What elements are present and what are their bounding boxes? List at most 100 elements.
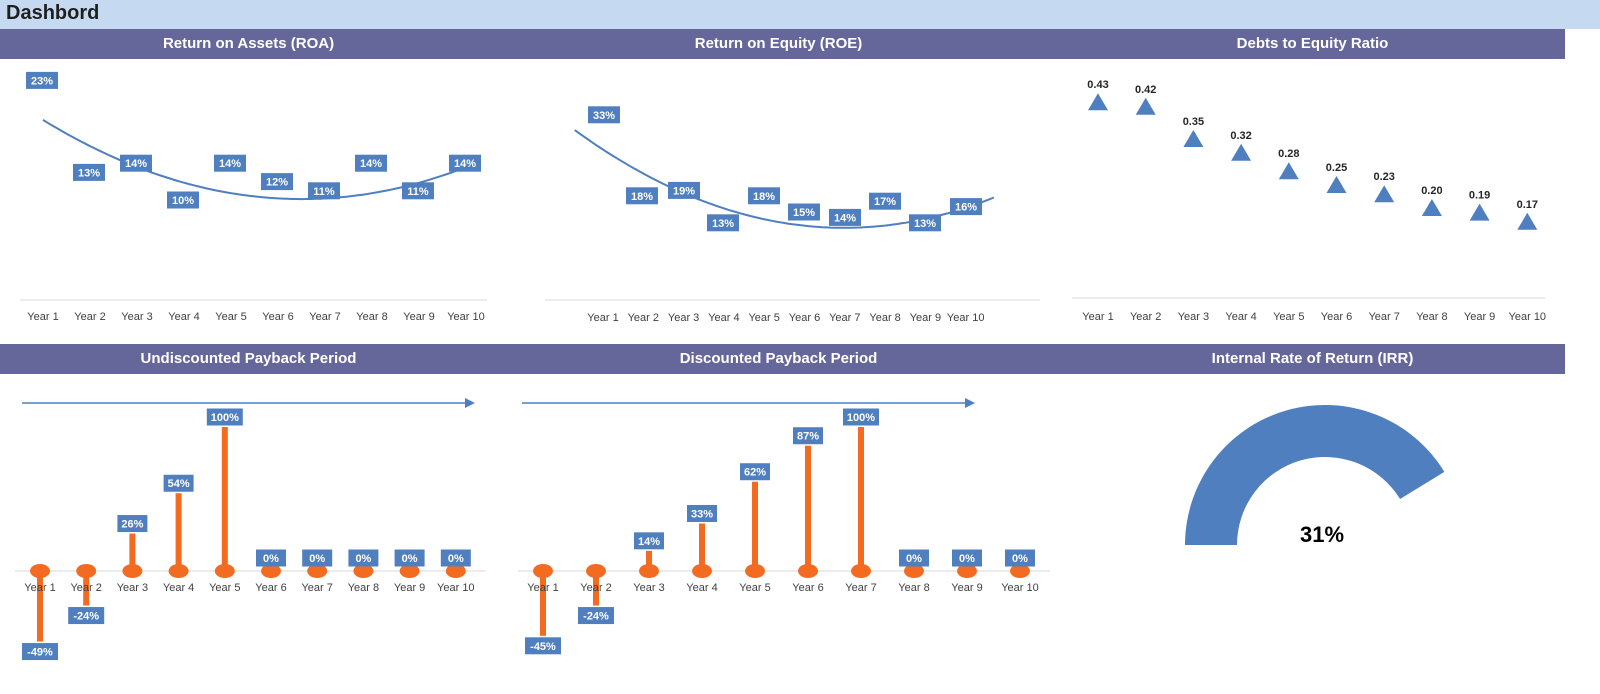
roa-data-label: 23% [31,75,53,87]
upp-tick-label: Year 9 [394,582,425,594]
upp-data-label-box [68,607,105,625]
upp-tick-label: Year 3 [117,582,148,594]
dpp-tick-label: Year 8 [898,582,929,594]
roe-tick-label: Year 1 [587,312,618,324]
roe-tick-label: Year 9 [910,312,941,324]
roe-data-label-box [829,208,861,226]
roe-trendline [574,129,995,229]
roe-data-label-box [668,181,700,199]
irr-chart-title: Internal Rate of Return (IRR) [1060,344,1565,374]
roe-tick-label: Year 10 [947,312,985,324]
roe-data-label-box [869,192,901,210]
dpp-bar [858,427,864,571]
upp-marker [214,564,235,578]
upp-bar [221,427,228,571]
de-tick-label: Year 8 [1416,311,1447,323]
upp-data-label: -24% [73,611,99,623]
roa-trendline [42,119,467,201]
roa-tick-label: Year 1 [27,311,58,323]
dpp-bar [699,523,705,571]
upp-tick-label: Year 6 [255,582,286,594]
upp-data-label-box [256,549,286,567]
roa-data-label: 13% [78,167,100,179]
upp-tick-label: Year 7 [301,582,332,594]
de-marker [1231,143,1252,161]
upp-data-label-box [163,474,194,492]
upp-marker [399,564,420,578]
roa-data-label-box [355,154,387,172]
irr-gauge-arc [1185,405,1445,545]
upp-marker [307,564,328,578]
upp-marker [353,564,374,578]
de-marker [1326,176,1347,193]
de-tick-label: Year 2 [1130,311,1161,323]
de-tick-label: Year 10 [1509,311,1547,323]
dpp-tick-label: Year 6 [792,582,823,594]
roa-data-label-box [449,154,481,172]
roa-data-label: 14% [360,158,382,170]
upp-marker [168,564,189,578]
dpp-marker [904,564,924,578]
dpp-data-label-box [525,637,561,655]
dpp-bar [805,445,811,571]
dpp-data-label-box [899,549,929,567]
upp-marker [261,564,281,578]
upp-data-label: 100% [211,412,239,424]
roe-data-label-box [588,106,620,124]
de-data-label: 0.42 [1135,84,1156,96]
upp-tick-label: Year 2 [70,582,101,594]
upp-tick-label: Year 10 [437,582,475,594]
de-data-label: 0.20 [1421,185,1442,197]
upp-data-label: -49% [27,647,53,659]
roe-tick-label: Year 2 [628,312,659,324]
dpp-data-label-box [952,549,982,567]
dpp-tick-label: Year 7 [845,582,876,594]
upp-data-label: 0% [402,553,418,565]
dpp-data-label-box [1005,549,1035,567]
upp-data-label-box [394,549,425,567]
roe-data-label: 15% [793,207,815,219]
dpp-data-label-box [843,408,879,426]
dpp-data-label: 100% [847,412,875,424]
upp-data-label-box [440,549,471,567]
de-tick-label: Year 4 [1225,311,1256,323]
roe-data-label: 13% [712,218,734,230]
upp-marker [122,564,143,578]
de-tick-label: Year 7 [1368,311,1399,323]
de-data-label: 0.43 [1087,79,1108,91]
roa-data-label-box [214,154,246,172]
roa-data-label: 14% [125,158,147,170]
roe-data-label-box [909,214,941,232]
roe-tick-label: Year 5 [748,312,779,324]
dpp-marker [639,564,659,578]
roa-tick-label: Year 2 [74,311,105,323]
dpp-data-label: 0% [1012,553,1028,565]
upp-bar [83,571,90,606]
roa-tick-label: Year 9 [403,311,434,323]
dpp-marker [533,564,553,578]
de-data-label: 0.28 [1278,148,1299,160]
roe-tick-label: Year 7 [829,312,860,324]
upp-data-label: 0% [309,553,325,565]
roa-tick-label: Year 7 [309,311,340,323]
dpp-marker [586,564,606,578]
discounted-payback-chart-title: Discounted Payback Period [497,344,1060,374]
de-tick-label: Year 3 [1178,311,1209,323]
roe-tick-label: Year 8 [869,312,900,324]
dpp-data-label: 0% [906,553,922,565]
roa-tick-label: Year 5 [215,311,246,323]
roa-tick-label: Year 3 [121,311,152,323]
dpp-bar [593,571,599,606]
dpp-data-label-box [740,463,770,481]
dpp-tick-label: Year 1 [527,582,558,594]
roe-data-label-box [950,198,982,216]
de-marker [1088,93,1108,111]
roa-data-label-box [261,173,293,191]
roa-tick-label: Year 10 [447,311,485,323]
upp-arrow-head [465,398,475,408]
roa-data-label-box [308,182,340,200]
roa-data-label: 10% [172,195,194,207]
dpp-data-label: 14% [638,536,660,548]
upp-data-label-box [348,549,379,567]
